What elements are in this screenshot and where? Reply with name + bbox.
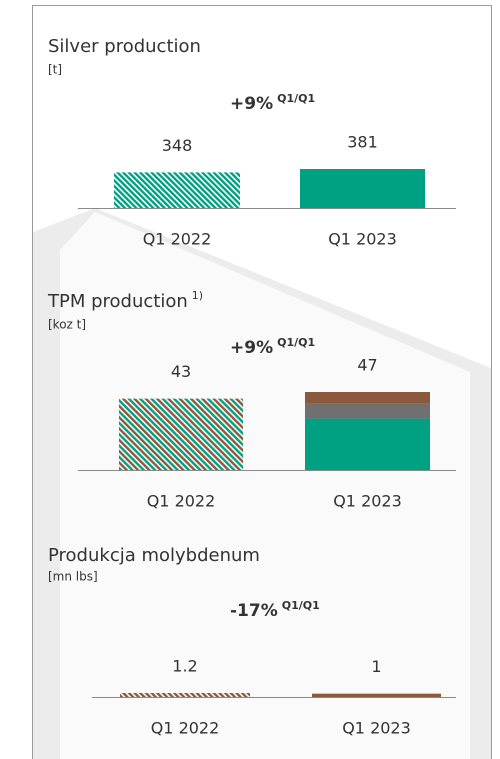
chart-title: Silver production — [48, 36, 201, 57]
unit: [mn lbs] — [48, 570, 98, 584]
value-label: 1 — [371, 657, 381, 676]
change-note: Q1/Q1 — [282, 599, 320, 612]
value-label: 381 — [347, 133, 378, 152]
value-label: 43 — [171, 362, 191, 381]
change-note: Q1/Q1 — [277, 336, 315, 349]
x-tick-label: Q1 2022 — [143, 230, 212, 249]
x-tick-label: Q1 2022 — [147, 492, 216, 511]
bar — [114, 172, 240, 208]
change: +9% — [230, 338, 273, 358]
bar — [312, 693, 441, 697]
change-note: Q1/Q1 — [277, 92, 315, 105]
bar-segment — [305, 403, 430, 419]
value-label: 47 — [357, 356, 377, 375]
bar — [120, 693, 250, 697]
bar — [300, 169, 425, 208]
x-tick-label: Q1 2022 — [151, 719, 220, 738]
change: -17% — [230, 601, 278, 621]
value-label: 1.2 — [172, 657, 197, 676]
x-tick-label: Q1 2023 — [342, 719, 411, 738]
bar — [119, 398, 243, 470]
chart-title: TPM production — [47, 291, 188, 312]
unit: [koz t] — [48, 318, 86, 332]
change: +9% — [230, 94, 273, 114]
backdrop-inner — [60, 212, 470, 759]
bar-segment — [305, 392, 430, 404]
x-tick-label: Q1 2023 — [333, 492, 402, 511]
title-note: 1) — [192, 289, 203, 302]
bar-segment — [305, 418, 430, 470]
chart-title: Produkcja molybdenum — [48, 545, 260, 566]
unit: [t] — [48, 63, 62, 77]
x-tick-label: Q1 2023 — [328, 230, 397, 249]
value-label: 348 — [162, 136, 193, 155]
